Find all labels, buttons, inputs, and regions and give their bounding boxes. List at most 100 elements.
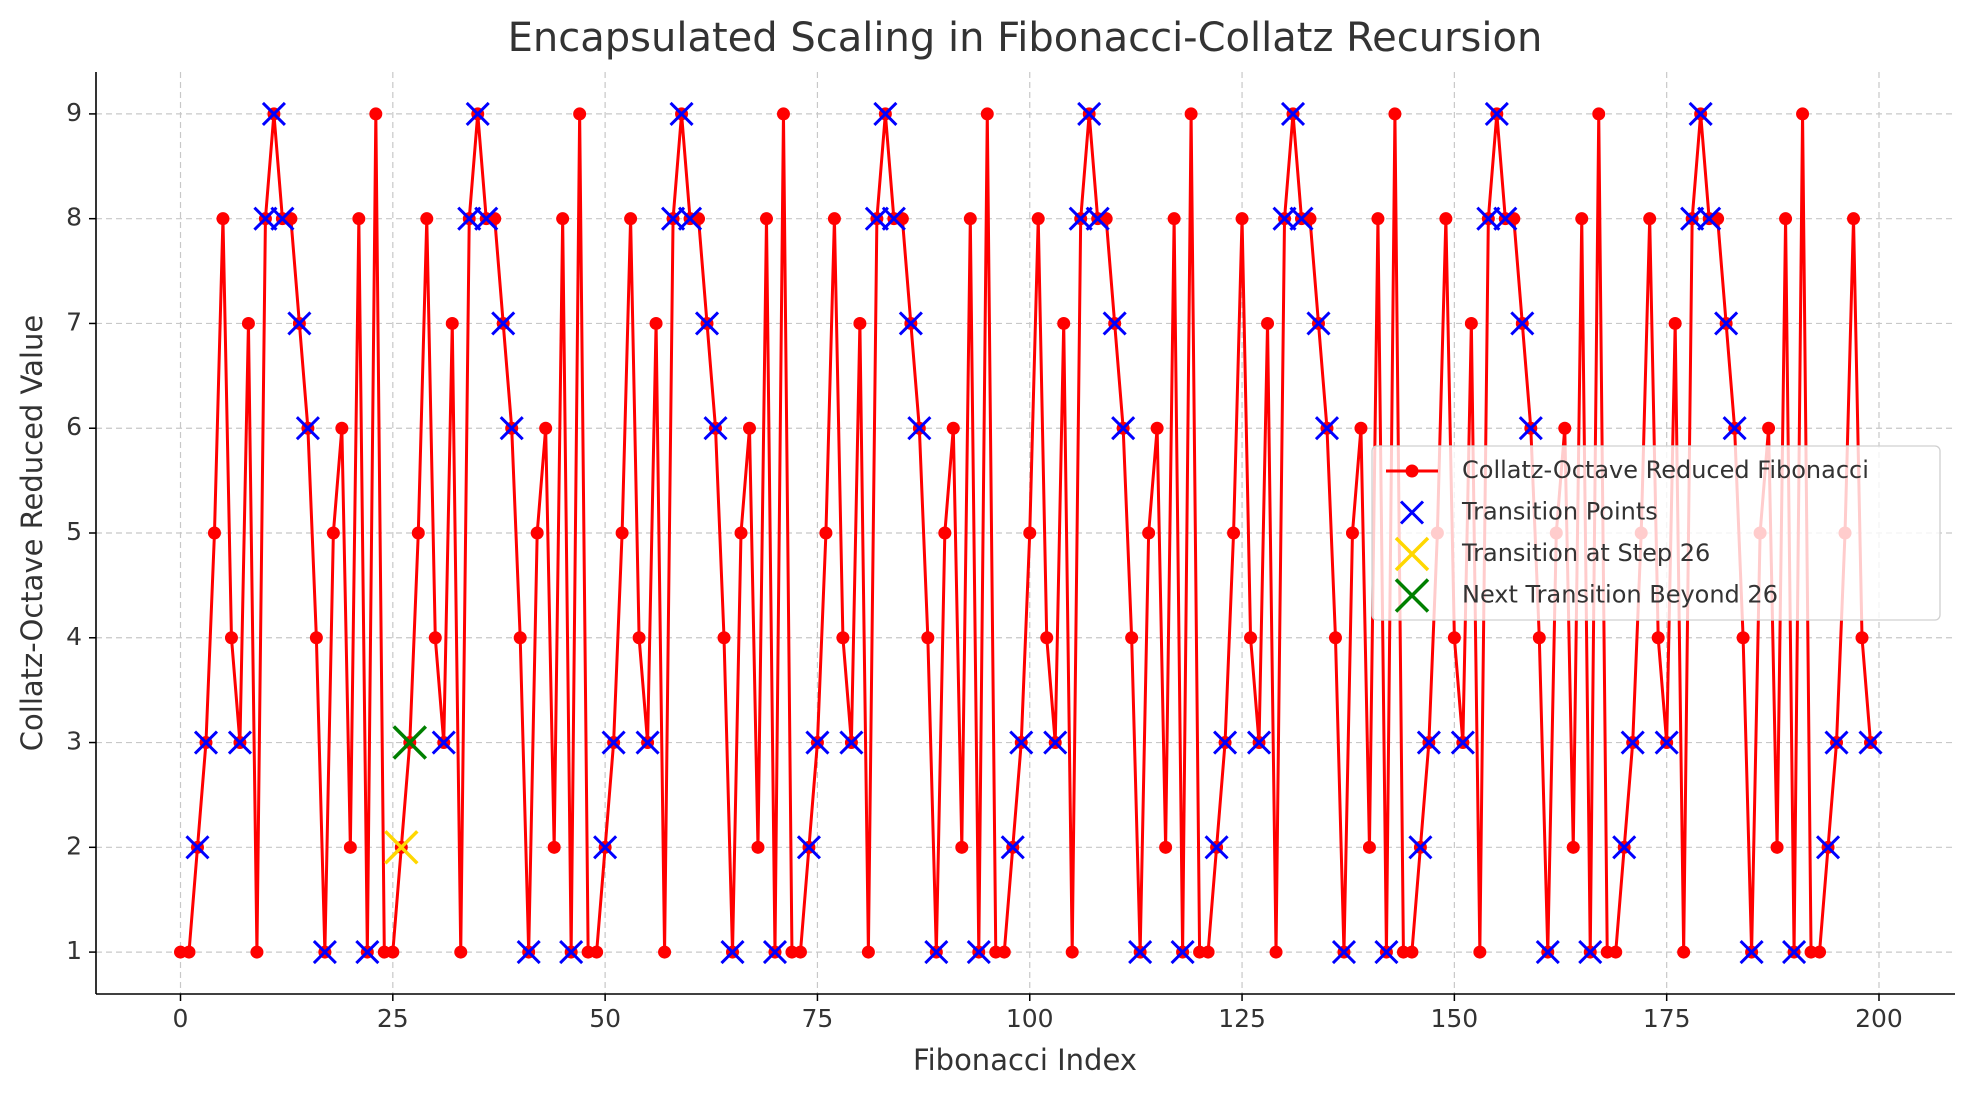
- marker: [1314, 416, 1340, 441]
- data-point: [1532, 631, 1546, 645]
- marker: [1450, 730, 1475, 755]
- data-point: [1847, 212, 1861, 226]
- x-tick-label: 150: [1431, 1004, 1479, 1033]
- x-tick-label: 200: [1855, 1004, 1903, 1033]
- data-point: [1643, 212, 1657, 226]
- data-point: [997, 945, 1011, 959]
- data-point: [819, 526, 833, 540]
- x-tick-label: 125: [1218, 1004, 1266, 1033]
- marker: [431, 730, 456, 755]
- marker: [635, 730, 660, 755]
- marker: [1213, 730, 1238, 755]
- marker: [465, 101, 490, 126]
- data-point: [1125, 631, 1139, 645]
- marker: [295, 416, 320, 441]
- marker: [559, 940, 584, 965]
- legend-swatch: [1394, 578, 1430, 613]
- data-point: [224, 631, 238, 645]
- data-point: [309, 631, 323, 645]
- data-point: [1150, 421, 1164, 435]
- marker: [516, 940, 541, 965]
- x-tick-label: 25: [377, 1004, 409, 1033]
- data-point: [1388, 107, 1402, 121]
- marker: [1043, 730, 1068, 755]
- marker: [1714, 311, 1739, 336]
- data-point: [1354, 421, 1368, 435]
- legend-swatch: [1405, 464, 1419, 478]
- data-point: [1609, 945, 1623, 959]
- marker: [1484, 101, 1509, 126]
- marker: [1077, 101, 1102, 126]
- data-point: [717, 631, 731, 645]
- data-point: [1651, 631, 1665, 645]
- marker: [227, 730, 253, 755]
- data-point: [615, 526, 629, 540]
- marker: [661, 206, 686, 231]
- marker: [270, 206, 295, 231]
- marker: [185, 835, 210, 860]
- data-point: [1813, 945, 1827, 959]
- marker: [384, 830, 419, 865]
- x-tick-label: 0: [173, 1004, 189, 1033]
- y-tick-label: 7: [66, 307, 82, 336]
- marker: [1416, 730, 1441, 755]
- data-point: [1167, 212, 1181, 226]
- y-tick-label: 6: [66, 412, 82, 441]
- y-tick-label: 3: [66, 727, 82, 756]
- data-point: [963, 212, 977, 226]
- data-point: [216, 212, 230, 226]
- marker: [1824, 730, 1849, 755]
- data-point: [1244, 631, 1258, 645]
- marker: [907, 416, 932, 441]
- x-axis-label: Fibonacci Index: [913, 1043, 1137, 1077]
- data-point: [547, 840, 561, 854]
- marker: [694, 311, 720, 336]
- marker: [193, 730, 219, 755]
- data-point: [853, 316, 867, 330]
- marker: [898, 311, 923, 336]
- data-point: [1855, 631, 1869, 645]
- marker: [1306, 311, 1331, 336]
- data-point: [369, 107, 383, 121]
- data-point: [1736, 631, 1750, 645]
- chart-title: Encapsulated Scaling in Fibonacci-Collat…: [508, 15, 1543, 61]
- marker: [601, 730, 626, 755]
- marker: [312, 940, 337, 965]
- marker: [287, 311, 312, 336]
- marker: [1331, 940, 1357, 965]
- y-tick-label: 1: [66, 936, 82, 965]
- marker: [966, 940, 991, 965]
- marker: [720, 940, 745, 965]
- data-point: [530, 526, 544, 540]
- marker: [1493, 206, 1518, 231]
- marker: [1009, 730, 1034, 755]
- legend-swatch: [1399, 500, 1425, 525]
- data-point: [182, 945, 196, 959]
- data-point: [742, 421, 756, 435]
- marker: [1102, 311, 1127, 336]
- data-point: [1566, 840, 1580, 854]
- data-point: [658, 945, 672, 959]
- data-point: [1371, 212, 1385, 226]
- data-point: [386, 945, 400, 959]
- data-point: [343, 840, 357, 854]
- data-point: [352, 212, 366, 226]
- data-point: [938, 526, 952, 540]
- marker: [1680, 206, 1705, 231]
- data-point: [1405, 945, 1419, 959]
- data-point: [1235, 212, 1249, 226]
- data-point: [1592, 107, 1606, 121]
- marker: [1578, 940, 1603, 965]
- data-point: [734, 526, 748, 540]
- marker: [1688, 101, 1713, 126]
- marker: [1612, 835, 1637, 860]
- data-point: [1345, 526, 1359, 540]
- legend-label: Next Transition Beyond 26: [1462, 581, 1778, 609]
- data-point: [1796, 107, 1810, 121]
- data-point: [207, 526, 221, 540]
- data-point: [1779, 212, 1793, 226]
- marker: [864, 206, 889, 231]
- x-tick-label: 100: [1006, 1004, 1054, 1033]
- data-point: [921, 631, 935, 645]
